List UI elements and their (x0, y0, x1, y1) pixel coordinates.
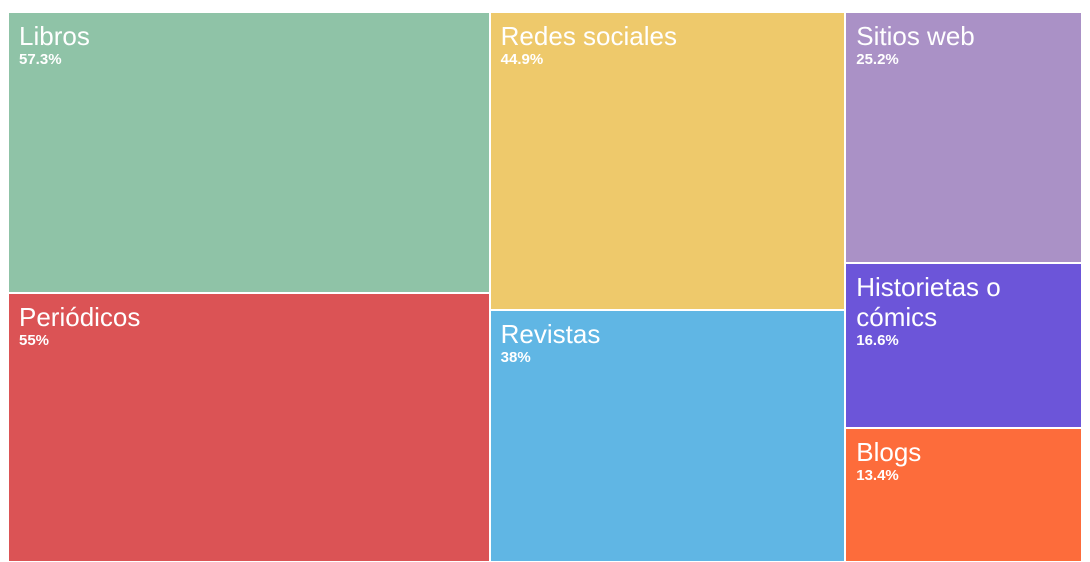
treemap-cell: Periódicos 55% (8, 292, 490, 562)
cell-value: 13.4% (856, 467, 899, 485)
treemap-cell: Revistas 38% (489, 309, 846, 562)
cell-label: Periódicos (19, 301, 141, 332)
treemap-cell: Blogs 13.4% (845, 428, 1082, 562)
cell-label: Sitios web (856, 21, 975, 51)
cell-value: 16.6% (856, 332, 899, 350)
cell-label: Revistas (500, 318, 601, 349)
cell-label: Historietas o cómics (856, 272, 1001, 333)
cell-value: 25.2% (856, 51, 899, 68)
cell-value: 38% (500, 348, 531, 366)
cell-label: Libros (19, 21, 90, 51)
treemap-cell: Libros 57.3% (8, 12, 490, 293)
cell-label: Blogs (856, 437, 922, 468)
treemap-cell: Sitios web 25.2% (845, 12, 1082, 264)
cell-label: Redes sociales (500, 21, 677, 51)
cell-value: 44.9% (500, 51, 544, 68)
cell-value: 57.3% (19, 51, 62, 68)
treemap-cell: Redes sociales 44.9% (489, 12, 846, 310)
cell-value: 55% (19, 331, 50, 349)
treemap-cell: Historietas o cómics 16.6% (845, 263, 1082, 429)
